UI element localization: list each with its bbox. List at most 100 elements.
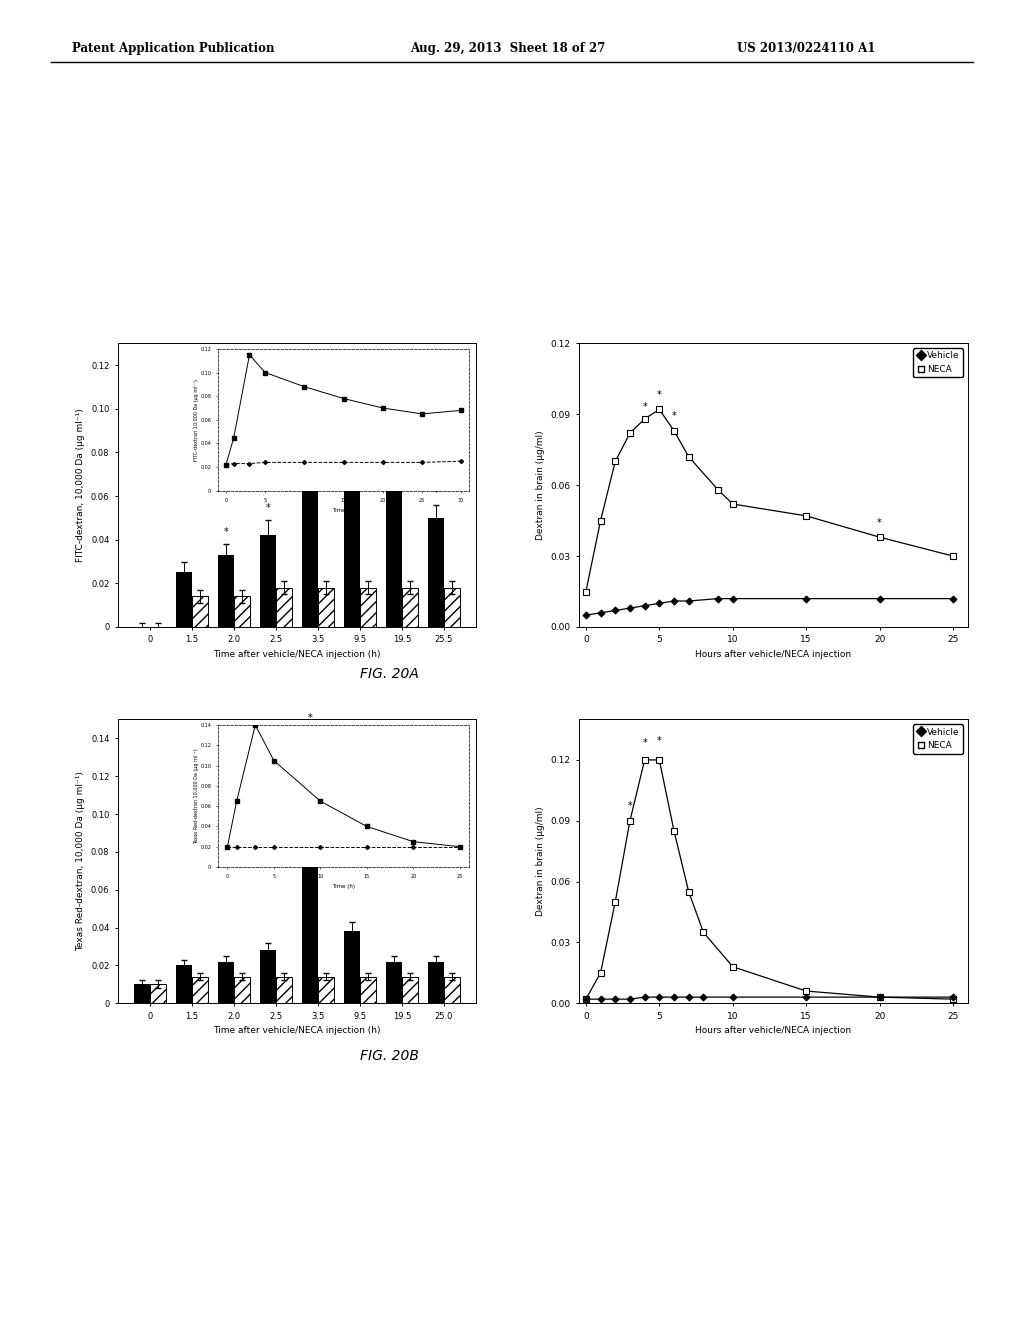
NECA <box>580 583 592 599</box>
Vehicle <box>800 591 812 607</box>
Bar <box>360 587 376 627</box>
Text: *: * <box>672 412 677 421</box>
NECA <box>683 884 695 900</box>
Vehicle <box>609 602 622 618</box>
Bar <box>233 977 250 1003</box>
Text: *: * <box>657 735 662 746</box>
NECA <box>595 965 607 981</box>
Text: *: * <box>265 503 270 513</box>
Text: *: * <box>628 801 633 810</box>
Vehicle <box>668 593 680 609</box>
NECA <box>800 508 812 524</box>
Vehicle <box>800 989 812 1005</box>
Vehicle <box>609 991 622 1007</box>
Line: NECA: NECA <box>583 758 955 1002</box>
Vehicle <box>639 598 651 614</box>
Vehicle <box>668 989 680 1005</box>
NECA <box>653 752 666 768</box>
Bar <box>360 977 376 1003</box>
Bar <box>428 517 444 627</box>
Bar <box>302 490 318 627</box>
Vehicle <box>947 989 959 1005</box>
Bar <box>428 961 444 1003</box>
Text: *: * <box>642 738 647 747</box>
X-axis label: Time after vehicle/NECA injection (h): Time after vehicle/NECA injection (h) <box>213 649 381 659</box>
Y-axis label: FITC-dextran, 10,000 Da (μg ml⁻¹): FITC-dextran, 10,000 Da (μg ml⁻¹) <box>77 408 85 562</box>
Bar <box>191 597 208 627</box>
Bar <box>275 587 292 627</box>
NECA <box>653 401 666 417</box>
Vehicle <box>712 591 724 607</box>
NECA <box>712 482 724 498</box>
Bar <box>386 961 402 1003</box>
Bar <box>218 961 233 1003</box>
Text: US 2013/0224110 A1: US 2013/0224110 A1 <box>737 42 876 55</box>
Vehicle <box>697 989 710 1005</box>
Text: *: * <box>642 401 647 412</box>
Text: *: * <box>433 488 438 498</box>
Vehicle <box>595 991 607 1007</box>
NECA <box>727 496 739 512</box>
Text: *: * <box>223 528 228 537</box>
Text: FIG. 20B: FIG. 20B <box>359 1049 419 1064</box>
Vehicle <box>873 591 886 607</box>
Bar <box>191 977 208 1003</box>
Legend: Vehicle, NECA: Vehicle, NECA <box>913 723 964 754</box>
Bar <box>260 950 275 1003</box>
Vehicle <box>683 989 695 1005</box>
Vehicle <box>727 591 739 607</box>
Vehicle <box>595 605 607 620</box>
Text: *: * <box>657 389 662 400</box>
Vehicle <box>653 595 666 611</box>
Text: Aug. 29, 2013  Sheet 18 of 27: Aug. 29, 2013 Sheet 18 of 27 <box>410 42 605 55</box>
Legend: Vehicle, NECA: Vehicle, NECA <box>913 347 964 378</box>
Text: Patent Application Publication: Patent Application Publication <box>72 42 274 55</box>
X-axis label: Hours after vehicle/NECA injection: Hours after vehicle/NECA injection <box>695 649 851 659</box>
Bar <box>134 985 150 1003</box>
Bar <box>176 573 191 627</box>
NECA <box>947 991 959 1007</box>
Vehicle <box>580 607 592 623</box>
X-axis label: Time after vehicle/NECA injection (h): Time after vehicle/NECA injection (h) <box>213 1026 381 1035</box>
Vehicle <box>683 593 695 609</box>
Y-axis label: Dextran in brain (μg/ml): Dextran in brain (μg/ml) <box>536 807 545 916</box>
Bar <box>260 536 275 627</box>
Vehicle <box>639 989 651 1005</box>
NECA <box>683 449 695 465</box>
Bar <box>302 758 318 1003</box>
NECA <box>800 983 812 999</box>
Vehicle <box>580 991 592 1007</box>
Bar <box>344 932 360 1003</box>
Text: *: * <box>391 432 396 441</box>
Bar <box>444 587 460 627</box>
Vehicle <box>873 989 886 1005</box>
Bar <box>318 587 334 627</box>
Bar <box>344 424 360 627</box>
Vehicle <box>624 601 636 616</box>
Line: Vehicle: Vehicle <box>584 995 955 1002</box>
Bar <box>318 977 334 1003</box>
Vehicle <box>947 591 959 607</box>
Bar <box>218 554 233 627</box>
NECA <box>639 411 651 426</box>
Bar <box>402 587 418 627</box>
Vehicle <box>653 989 666 1005</box>
Vehicle <box>624 991 636 1007</box>
NECA <box>873 529 886 545</box>
NECA <box>947 548 959 564</box>
Text: *: * <box>307 458 312 467</box>
NECA <box>668 422 680 438</box>
Y-axis label: Dextran in brain (μg/ml): Dextran in brain (μg/ml) <box>536 430 545 540</box>
Text: *: * <box>307 713 312 723</box>
NECA <box>609 454 622 470</box>
Line: Vehicle: Vehicle <box>584 597 955 618</box>
Text: *: * <box>878 517 882 528</box>
Bar <box>150 985 166 1003</box>
NECA <box>668 822 680 838</box>
Y-axis label: Texas Red-dextran, 10,000 Da (μg ml⁻¹): Texas Red-dextran, 10,000 Da (μg ml⁻¹) <box>77 771 85 952</box>
NECA <box>639 752 651 768</box>
Text: FIG. 20A: FIG. 20A <box>359 667 419 681</box>
NECA <box>624 425 636 441</box>
Text: *: * <box>349 385 354 396</box>
Bar <box>386 466 402 627</box>
